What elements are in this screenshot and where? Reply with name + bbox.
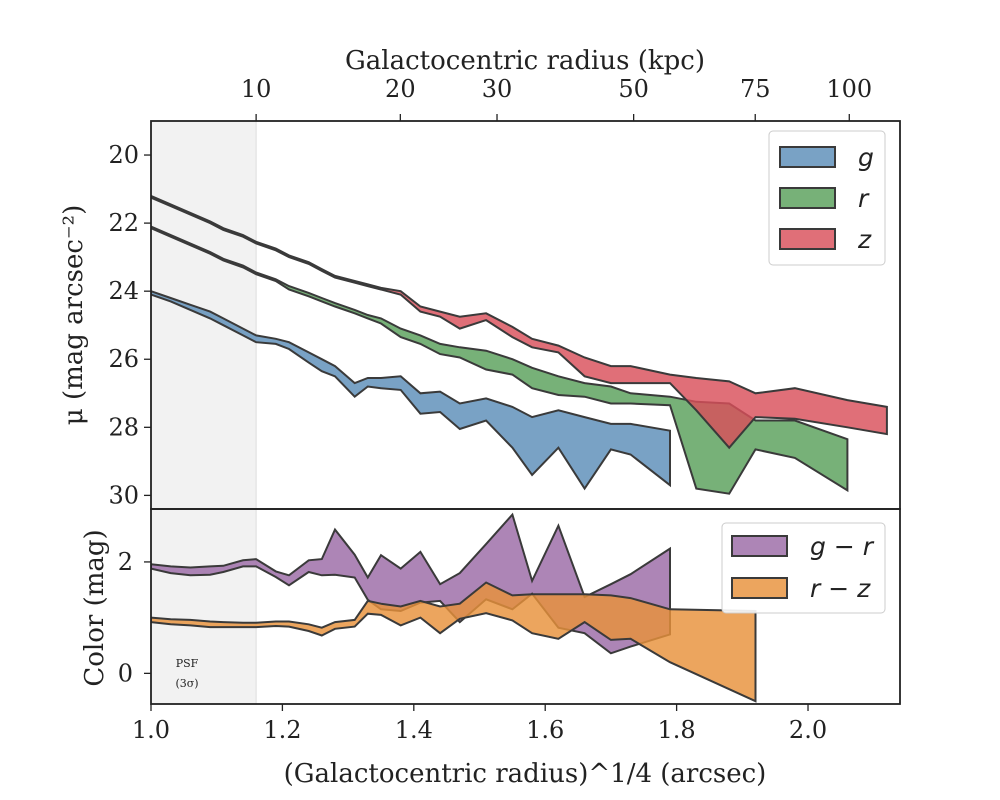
legend-swatch xyxy=(731,577,788,599)
legend-label: r xyxy=(858,184,870,213)
legend-label: g xyxy=(858,143,874,172)
psf-label-line1: PSF xyxy=(176,657,199,670)
ytick-top-label: 22 xyxy=(108,209,139,237)
ytick-top-label: 28 xyxy=(108,413,139,441)
xtick-bottom-label: 1.2 xyxy=(263,716,301,744)
xtick-bottom-label: 1.6 xyxy=(526,716,564,744)
top-axis-label: Galactocentric radius (kpc) xyxy=(345,46,705,76)
psf-label-line2: (3σ) xyxy=(175,677,198,690)
legend-label: z xyxy=(857,225,872,254)
xtick-top-label: 30 xyxy=(482,75,513,103)
legend-label: g − r xyxy=(810,532,875,561)
legend-label: r − z xyxy=(810,574,871,603)
xtick-top-label: 20 xyxy=(385,75,416,103)
ytick-bottom-label: 0 xyxy=(118,659,133,687)
legend-swatch xyxy=(779,146,836,168)
legend-swatch xyxy=(779,228,836,250)
xtick-top-label: 50 xyxy=(618,75,649,103)
ytick-top-label: 24 xyxy=(108,277,139,305)
band-g xyxy=(151,290,671,491)
band-z xyxy=(151,194,888,450)
legend-bottom: g − r r − z xyxy=(721,522,886,614)
legend-swatch xyxy=(731,535,788,557)
top-series-layer xyxy=(151,194,888,495)
band-rz xyxy=(151,581,757,703)
xtick-top-label: 100 xyxy=(826,75,872,103)
ytick-bottom-label: 2 xyxy=(118,548,133,576)
bottom-panel-ylabel: Color (mag) xyxy=(80,529,110,686)
top-panel-ylabel: μ (mag arcsec⁻²) xyxy=(59,205,89,425)
xtick-bottom-label: 1.4 xyxy=(395,716,433,744)
band-r xyxy=(151,225,849,495)
psf-region-bottom xyxy=(150,508,257,705)
ytick-top-label: 26 xyxy=(108,345,139,373)
bottom-panel-frame xyxy=(150,508,901,705)
axis-ticks: 20 22 24 26 28 30 0 2 1.0 1.2 1.4 1.6 1.8 2.0 10 20 30 50… xyxy=(108,75,872,744)
bottom-axis-label: (Galactocentric radius)^1/4 (arcsec) xyxy=(284,759,767,789)
xtick-top-label: 10 xyxy=(241,75,272,103)
xtick-bottom-label: 1.8 xyxy=(658,716,696,744)
legend-swatch xyxy=(779,187,836,209)
xtick-bottom-label: 2.0 xyxy=(789,716,827,744)
legend-top: grz xyxy=(768,130,886,266)
ytick-top-label: 30 xyxy=(108,481,139,509)
xtick-bottom-label: 1.0 xyxy=(132,716,170,744)
bottom-series-layer xyxy=(151,512,757,703)
xtick-top-label: 75 xyxy=(740,75,771,103)
ytick-top-label: 20 xyxy=(108,141,139,169)
